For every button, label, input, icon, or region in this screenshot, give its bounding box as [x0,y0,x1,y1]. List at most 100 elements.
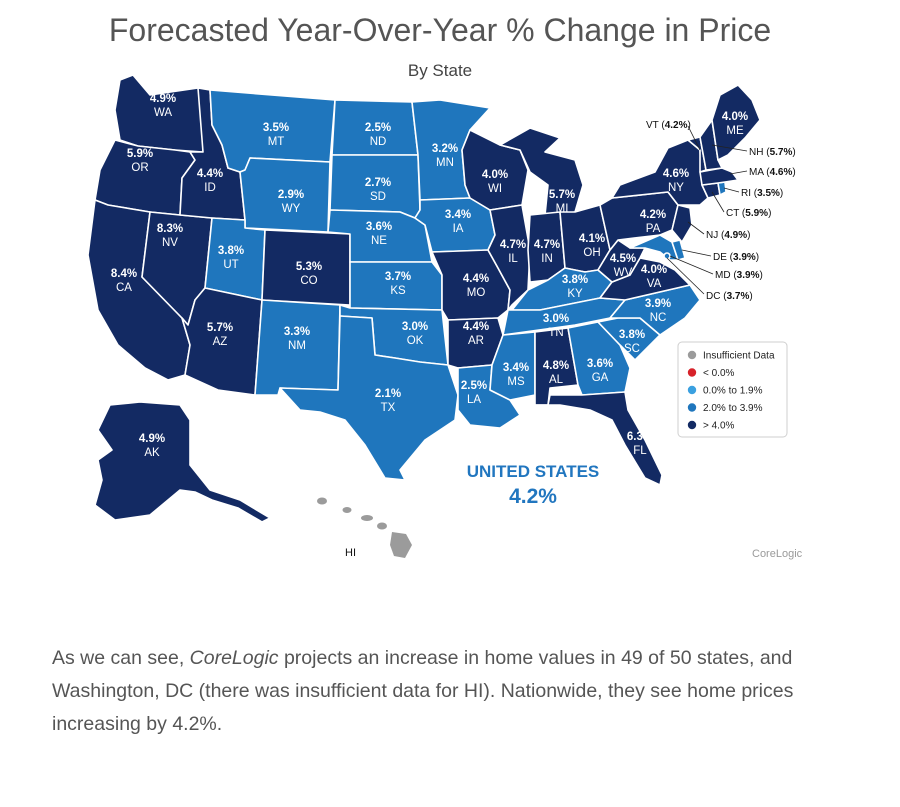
state-label-SD: 2.7% SD [365,177,391,203]
state-value-OH: 4.1% [579,233,605,245]
state-label-SC: 3.8% SC [619,329,645,355]
state-code-NM: NM [288,340,306,352]
state-value-GA: 3.6% [587,358,613,370]
leader-line-RI [723,187,740,193]
legend-box [677,341,788,438]
state-value-MI: 5.7% [549,189,575,201]
state-code-MI: MI [556,203,569,215]
callout-label-MD: MD (3.9%) [715,270,763,281]
state-label-MI: 5.7% MI [549,189,575,215]
state-value-WY: 2.9% [278,189,304,201]
legend-swatch-high [687,420,697,430]
state-label-NM: 3.3% NM [284,326,310,352]
state-label-NE: 3.6% NE [366,221,392,247]
state-label-NY: 4.6% NY [663,168,689,194]
legend-label-high: > 4.0% [703,421,735,432]
hawaii-islands [317,497,412,558]
state-MA [699,167,739,186]
state-value-IN: 4.7% [534,239,560,251]
state-code-AK: AK [144,447,160,459]
leader-line-DC [666,257,705,295]
states-layer [87,74,761,523]
state-value-MO: 4.4% [463,273,489,285]
callout-value-VT: 4.2% [665,120,688,131]
leader-line-NJ [687,221,705,235]
leader-line-VT [687,125,701,151]
caption-paragraph: As we can see, CoreLogic projects an inc… [52,642,852,741]
state-value-TX: 2.1% [375,388,401,400]
state-code-NE: NE [371,235,387,247]
state-NH [699,119,723,171]
callout-label-NJ: NJ (4.9%) [706,230,750,241]
state-value-LA: 2.5% [461,380,487,392]
state-label-FL: 6.3% FL [627,431,653,457]
state-label-MS: 3.4% MS [503,362,529,388]
state-label-MT: 3.5% MT [263,122,289,148]
state-code-OR: OR [131,162,148,174]
leader-line-DE [681,249,712,257]
state-code-FL: FL [633,445,647,457]
state-value-OK: 3.0% [402,321,428,333]
state-callouts: VT (4.2%) NH (5.7%) MA (4.6%) RI (3.5%) CT (… [646,120,796,302]
state-label-IA: 3.4% IA [445,209,471,235]
hawaii-island [342,507,352,513]
state-label-ME: 4.0% ME [722,111,748,137]
legend-label-mid: 2.0% to 3.9% [703,403,763,414]
state-code-MT: MT [268,136,285,148]
state-code-CA: CA [116,282,132,294]
state-code-TN: TN [548,327,563,339]
state-MI [499,127,584,216]
state-label-AK: 4.9% AK [139,433,165,459]
legend-label-negative: < 0.0% [703,368,735,379]
state-code-UT: UT [223,259,238,271]
callout-value-MD: 3.9% [737,270,760,281]
state-label-WA: 4.9% WA [150,93,176,119]
hawaii-island [377,522,387,530]
state-value-CO: 5.3% [296,261,322,273]
callout-label-MA: MA (4.6%) [749,167,796,178]
state-label-VA: 4.0% VA [641,264,667,290]
state-value-TN: 3.0% [543,313,569,325]
state-code-AL: AL [549,374,564,386]
leader-line-CT [711,191,725,213]
state-code-KS: KS [390,285,406,297]
state-value-MN: 3.2% [432,143,458,155]
state-value-NV: 8.3% [157,223,183,235]
state-label-AR: 4.4% AR [463,321,489,347]
state-value-NY: 4.6% [663,168,689,180]
state-label-OR: 5.9% OR [127,148,153,174]
state-value-AZ: 5.7% [207,322,233,334]
state-label-TX: 2.1% TX [375,388,401,414]
legend-swatch-negative [687,368,697,377]
state-code-WY: WY [282,203,301,215]
state-TX [279,315,459,481]
callout-value-DC: 3.7% [727,291,750,302]
state-value-IL: 4.7% [500,239,526,251]
map-title: Forecasted Year-Over-Year % Change in Pr… [108,12,772,48]
state-label-ND: 2.5% ND [365,122,391,148]
state-code-WV: WV [614,267,633,279]
legend-swatch-mid [687,403,697,412]
state-value-ID: 4.4% [197,168,223,180]
state-code-OK: OK [407,335,424,347]
state-ME [711,84,761,161]
state-label-PA: 4.2% PA [640,209,666,235]
state-code-NV: NV [162,237,178,249]
state-label-WY: 2.9% WY [278,189,304,215]
state-code-PA: PA [646,223,661,235]
state-value-CA: 8.4% [111,268,137,280]
state-label-IL: 4.7% IL [500,239,526,265]
state-label-KY: 3.8% KY [562,274,588,300]
hawaii-label: HI [345,547,356,559]
state-value-WA: 4.9% [150,93,176,105]
legend-label-insufficient: Insufficient Data [703,351,775,362]
state-value-UT: 3.8% [218,245,244,257]
legend-swatch-insufficient [687,350,697,360]
caption-emphasis: CoreLogic [189,647,279,669]
legend-label-low: 0.0% to 1.9% [703,386,763,397]
state-code-ME: ME [726,125,744,137]
state-NJ [671,204,693,243]
state-value-FL: 6.3% [627,431,653,443]
callout-value-RI: 3.5% [757,188,780,199]
callout-value-CT: 5.9% [745,208,768,219]
